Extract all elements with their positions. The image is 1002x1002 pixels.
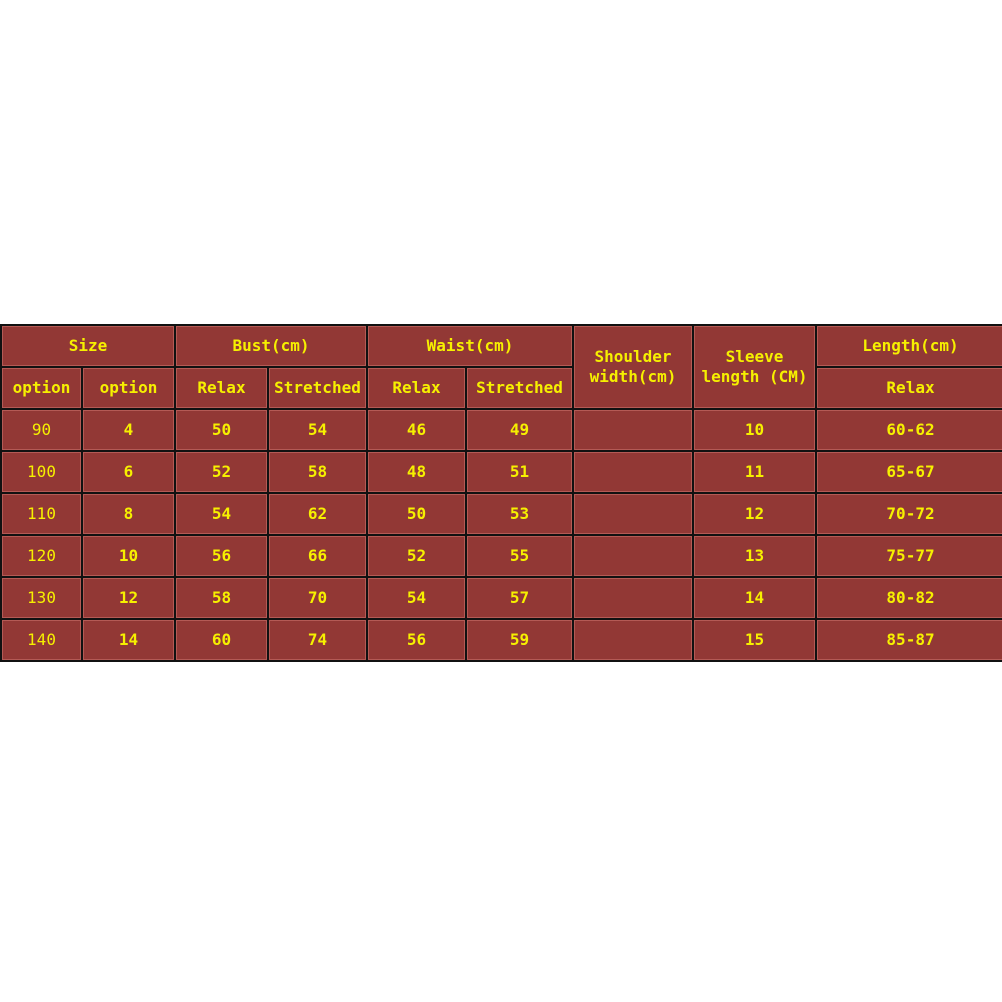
table-cell: 60 xyxy=(174,618,269,662)
table-cell: 55 xyxy=(464,534,575,578)
table-cell: 70 xyxy=(267,576,368,620)
table-cell: 10 xyxy=(81,534,176,578)
table-row: 110 8 54 62 50 53 12 70-72 xyxy=(0,492,1002,536)
table-cell: 120 xyxy=(0,534,83,578)
table-cell: 8 xyxy=(81,492,176,536)
table-cell: 53 xyxy=(464,492,575,536)
table-cell: 51 xyxy=(464,450,575,494)
table-cell: 85-87 xyxy=(815,618,1002,662)
table-cell: 10 xyxy=(692,408,818,452)
table-cell: 59 xyxy=(464,618,575,662)
table-cell: 49 xyxy=(464,408,575,452)
table-row: 120 10 56 66 52 55 13 75-77 xyxy=(0,534,1002,578)
table-cell: 110 xyxy=(0,492,83,536)
table-cell: 54 xyxy=(267,408,368,452)
table-cell: 6 xyxy=(81,450,176,494)
table-cell: 52 xyxy=(174,450,269,494)
table-cell xyxy=(572,534,695,578)
header-shoulder-text: Shoulder width(cm) xyxy=(589,347,677,386)
subheader-cell: Relax xyxy=(174,366,269,410)
table-cell: 66 xyxy=(267,534,368,578)
subheader-cell: Stretched xyxy=(464,366,575,410)
table-cell: 58 xyxy=(267,450,368,494)
table-cell: 75-77 xyxy=(815,534,1002,578)
table-cell: 58 xyxy=(174,576,269,620)
table-cell xyxy=(572,492,695,536)
table-cell: 13 xyxy=(692,534,818,578)
table-cell: 14 xyxy=(692,576,818,620)
table-cell: 62 xyxy=(267,492,368,536)
table-cell: 46 xyxy=(366,408,467,452)
table-row: 130 12 58 70 54 57 14 80-82 xyxy=(0,576,1002,620)
table-cell xyxy=(572,576,695,620)
table-row: 90 4 50 54 46 49 10 60-62 xyxy=(0,408,1002,452)
table-cell: 50 xyxy=(174,408,269,452)
table-cell: 4 xyxy=(81,408,176,452)
table-body: 90 4 50 54 46 49 10 60-62 100 6 52 58 48 51 11 65-67 110… xyxy=(0,408,1002,662)
header-sleeve: Sleeve length (CM) xyxy=(692,324,818,410)
table-cell: 57 xyxy=(464,576,575,620)
table-cell: 65-67 xyxy=(815,450,1002,494)
table-cell: 100 xyxy=(0,450,83,494)
table-row: 140 14 60 74 56 59 15 85-87 xyxy=(0,618,1002,662)
table-cell: 14 xyxy=(81,618,176,662)
subheader-row: option option Relax Stretched Relax Stre… xyxy=(0,366,1002,410)
table-cell: 140 xyxy=(0,618,83,662)
table-cell: 74 xyxy=(267,618,368,662)
subheader-cell: option xyxy=(0,366,83,410)
table-cell: 80-82 xyxy=(815,576,1002,620)
table-cell xyxy=(572,450,695,494)
table-cell: 56 xyxy=(174,534,269,578)
subheader-cell: Stretched xyxy=(267,366,368,410)
header-bust: Bust(cm) xyxy=(174,324,368,368)
subheader-cell: option xyxy=(81,366,176,410)
table-cell: 52 xyxy=(366,534,467,578)
table-cell: 54 xyxy=(174,492,269,536)
header-length: Length(cm) xyxy=(815,324,1002,368)
header-waist: Waist(cm) xyxy=(365,324,575,368)
table-cell: 12 xyxy=(81,576,176,620)
table-row: 100 6 52 58 48 51 11 65-67 xyxy=(0,450,1002,494)
header-size: Size xyxy=(0,324,176,368)
table-cell: 11 xyxy=(692,450,818,494)
table-cell: 130 xyxy=(0,576,83,620)
table-cell: 90 xyxy=(0,408,83,452)
table-cell: 56 xyxy=(366,618,467,662)
table-cell: 50 xyxy=(366,492,467,536)
subheader-cell: Relax xyxy=(366,366,467,410)
subheader-cell: Relax xyxy=(815,366,1002,410)
header-row: Size Bust(cm) Waist(cm) Shoulder width(c… xyxy=(0,324,1002,410)
header-shoulder: Shoulder width(cm) xyxy=(572,324,695,410)
header-sleeve-text: Sleeve length (CM) xyxy=(701,347,808,386)
table-cell: 60-62 xyxy=(815,408,1002,452)
table-cell xyxy=(572,408,695,452)
size-chart-table: Size Bust(cm) Waist(cm) Shoulder width(c… xyxy=(0,324,1002,662)
table-cell xyxy=(572,618,695,662)
table-cell: 15 xyxy=(692,618,818,662)
table-cell: 12 xyxy=(692,492,818,536)
table-cell: 70-72 xyxy=(815,492,1002,536)
table-cell: 48 xyxy=(366,450,467,494)
table-cell: 54 xyxy=(366,576,467,620)
